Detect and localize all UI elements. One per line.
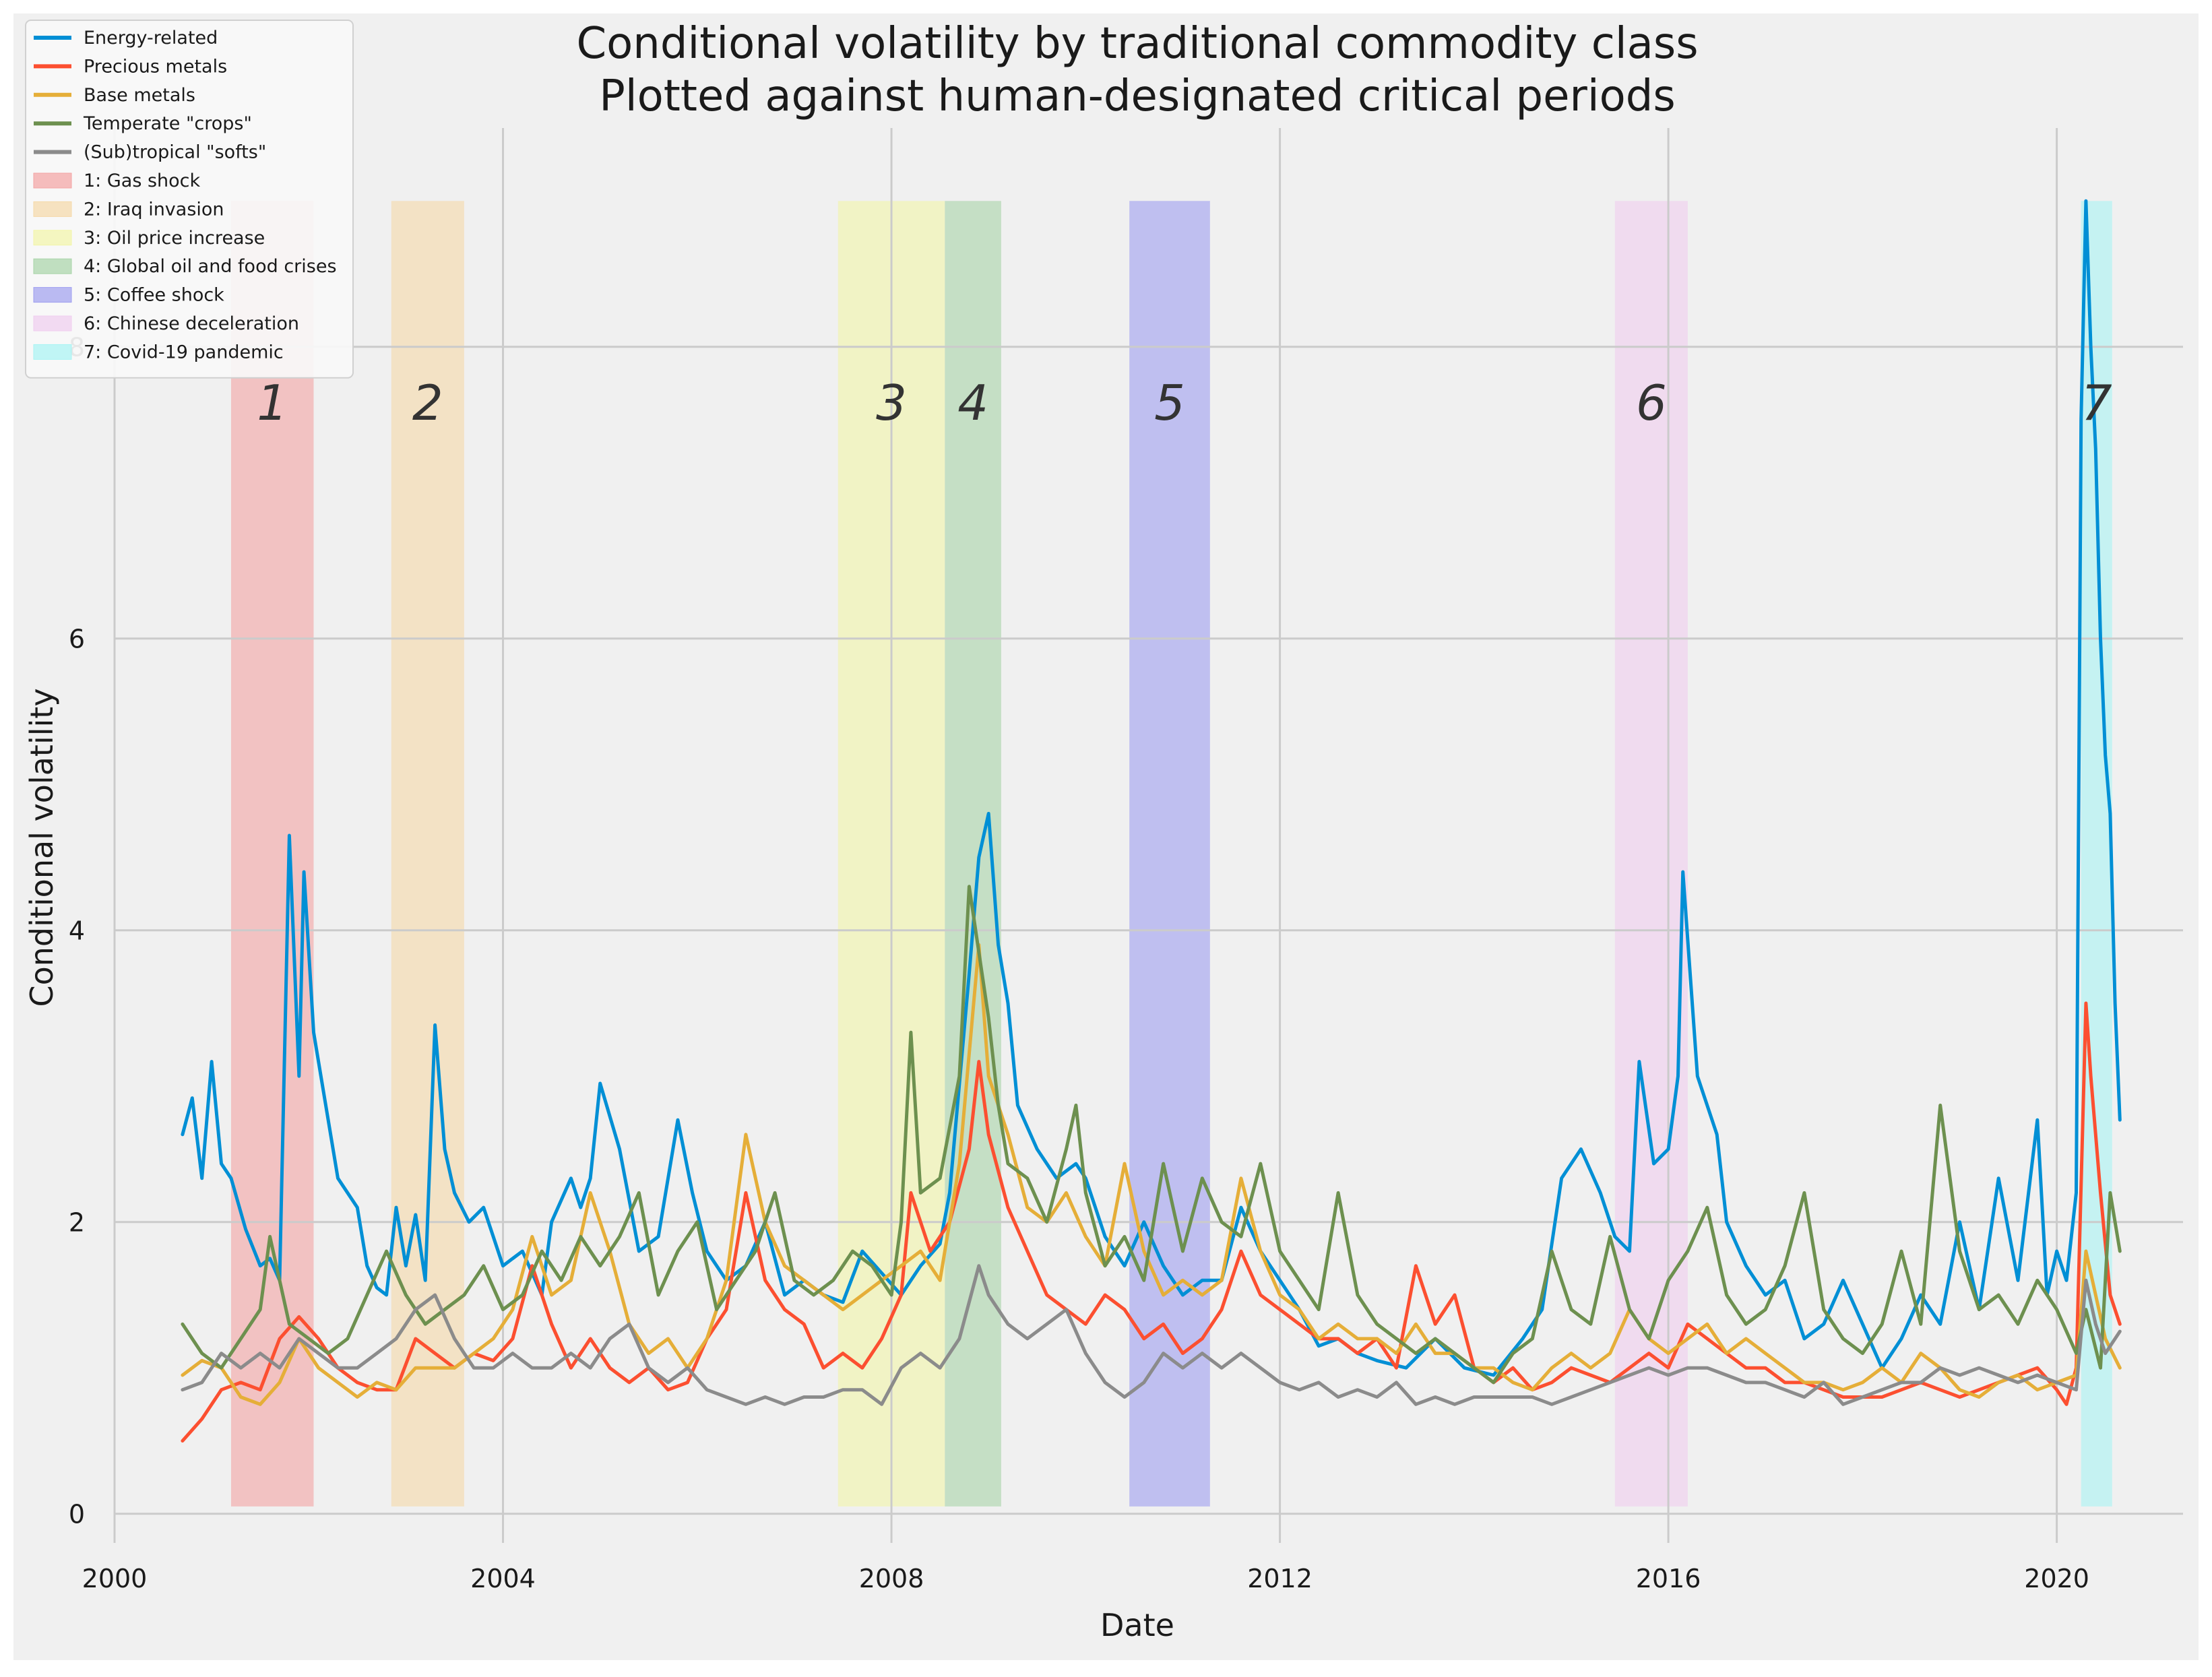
y-tick-label: 6 — [69, 625, 85, 654]
legend-swatch-band — [33, 258, 72, 274]
legend-label: Base metals — [84, 85, 195, 106]
legend-label: 5: Coffee shock — [84, 285, 224, 306]
period-label-1: 1 — [257, 375, 288, 431]
period-label-2: 2 — [412, 375, 443, 431]
period-band-6 — [1614, 201, 1688, 1507]
legend-label: 1: Gas shock — [84, 170, 201, 191]
legend-label: Precious metals — [84, 56, 227, 77]
legend-label: 4: Global oil and food crises — [84, 256, 337, 277]
period-label-4: 4 — [957, 375, 988, 431]
period-label-7: 7 — [2081, 375, 2112, 431]
x-axis-label: Date — [1100, 1607, 1174, 1643]
series-lines — [181, 199, 2122, 1443]
legend-box — [25, 20, 354, 379]
x-tick-label: 2020 — [2024, 1564, 2089, 1593]
y-tick-label: 2 — [69, 1208, 85, 1238]
legend-swatch-band — [33, 201, 72, 217]
y-axis-label: Conditional volatility — [24, 688, 60, 1007]
series-line-2 — [181, 1001, 2122, 1443]
legend-swatch-band — [33, 344, 72, 360]
y-tick-label: 0 — [69, 1500, 85, 1529]
legend-swatch-band — [33, 315, 72, 331]
period-label-3: 3 — [876, 375, 907, 431]
legend-swatch-band — [33, 287, 72, 303]
period-band-1 — [230, 201, 314, 1507]
period-label-5: 5 — [1154, 375, 1185, 431]
series-line-4 — [181, 885, 2122, 1385]
legend-label: 6: Chinese deceleration — [84, 313, 299, 334]
series-line-5 — [181, 1264, 2122, 1406]
chart-title: Conditional volatility by traditional co… — [576, 19, 1698, 69]
legend-label: Energy-related — [84, 28, 218, 49]
legend-label: 3: Oil price increase — [84, 228, 265, 249]
chart-subtitle: Plotted against human-designated critica… — [599, 71, 1675, 121]
legend-label: Temperate "crops" — [83, 113, 252, 134]
x-tick-label: 2004 — [470, 1564, 536, 1593]
x-tick-label: 2012 — [1247, 1564, 1313, 1593]
x-tick-label: 2000 — [82, 1564, 148, 1593]
legend-label: 2: Iraq invasion — [84, 199, 224, 220]
legend-swatch-band — [33, 172, 72, 189]
period-label-6: 6 — [1636, 375, 1667, 431]
legend-label: 7: Covid-19 pandemic — [84, 342, 284, 362]
series-line-1 — [181, 199, 2122, 1377]
legend-label: (Sub)tropical "softs" — [84, 142, 266, 163]
x-tick-label: 2016 — [1636, 1564, 1701, 1593]
legend-swatch-band — [33, 230, 72, 246]
x-tick-label: 2008 — [859, 1564, 924, 1593]
legend: Energy-related Precious metals Base metals… — [25, 20, 354, 379]
y-tick-label: 4 — [69, 916, 85, 946]
